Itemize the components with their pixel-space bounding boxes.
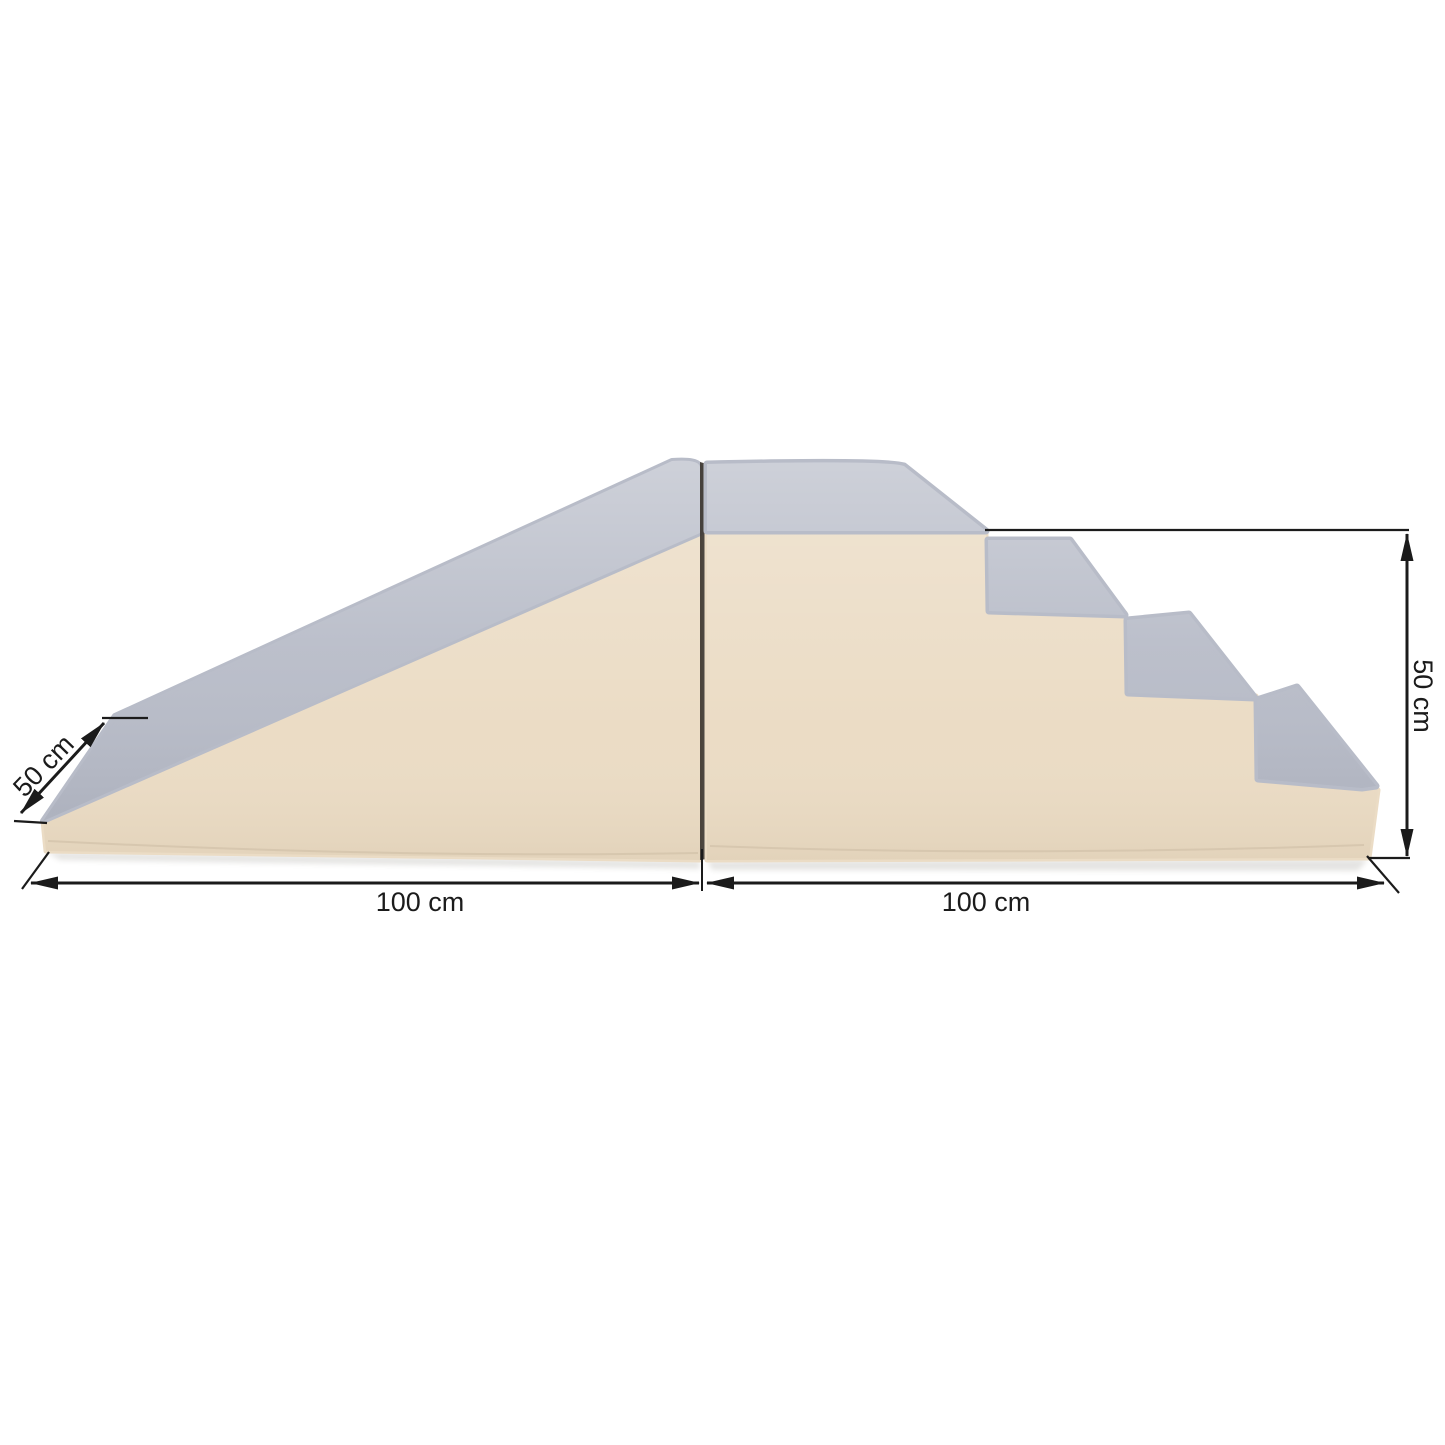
ramp-side-face-shading: [43, 533, 700, 860]
stairs-side-face-shading: [707, 530, 1378, 860]
stairs-bottom-seam: [709, 844, 1365, 853]
ramp-slide-surface-shading: [43, 460, 700, 821]
stairs-tread-2-shading: [988, 540, 1125, 615]
ext-line-right-corner: [1366, 855, 1400, 894]
label-stairs-height: 50 cm: [1408, 659, 1438, 733]
floor-shadow-ramp: [46, 852, 700, 869]
stairs-tread-4-shading: [1257, 687, 1376, 788]
label-stairs-length: 100 cm: [942, 887, 1031, 917]
label-ramp-length: 100 cm: [376, 887, 465, 917]
ramp-bottom-seam: [47, 840, 699, 856]
ext-line-left-corner: [21, 851, 50, 890]
stairs-tread-1-shading: [707, 462, 986, 531]
dim-line-ramp-depth: [19, 721, 106, 815]
ext-line-ramp-depth-bottom: [13, 819, 48, 825]
stairs-tread-3-shading: [1127, 614, 1255, 698]
